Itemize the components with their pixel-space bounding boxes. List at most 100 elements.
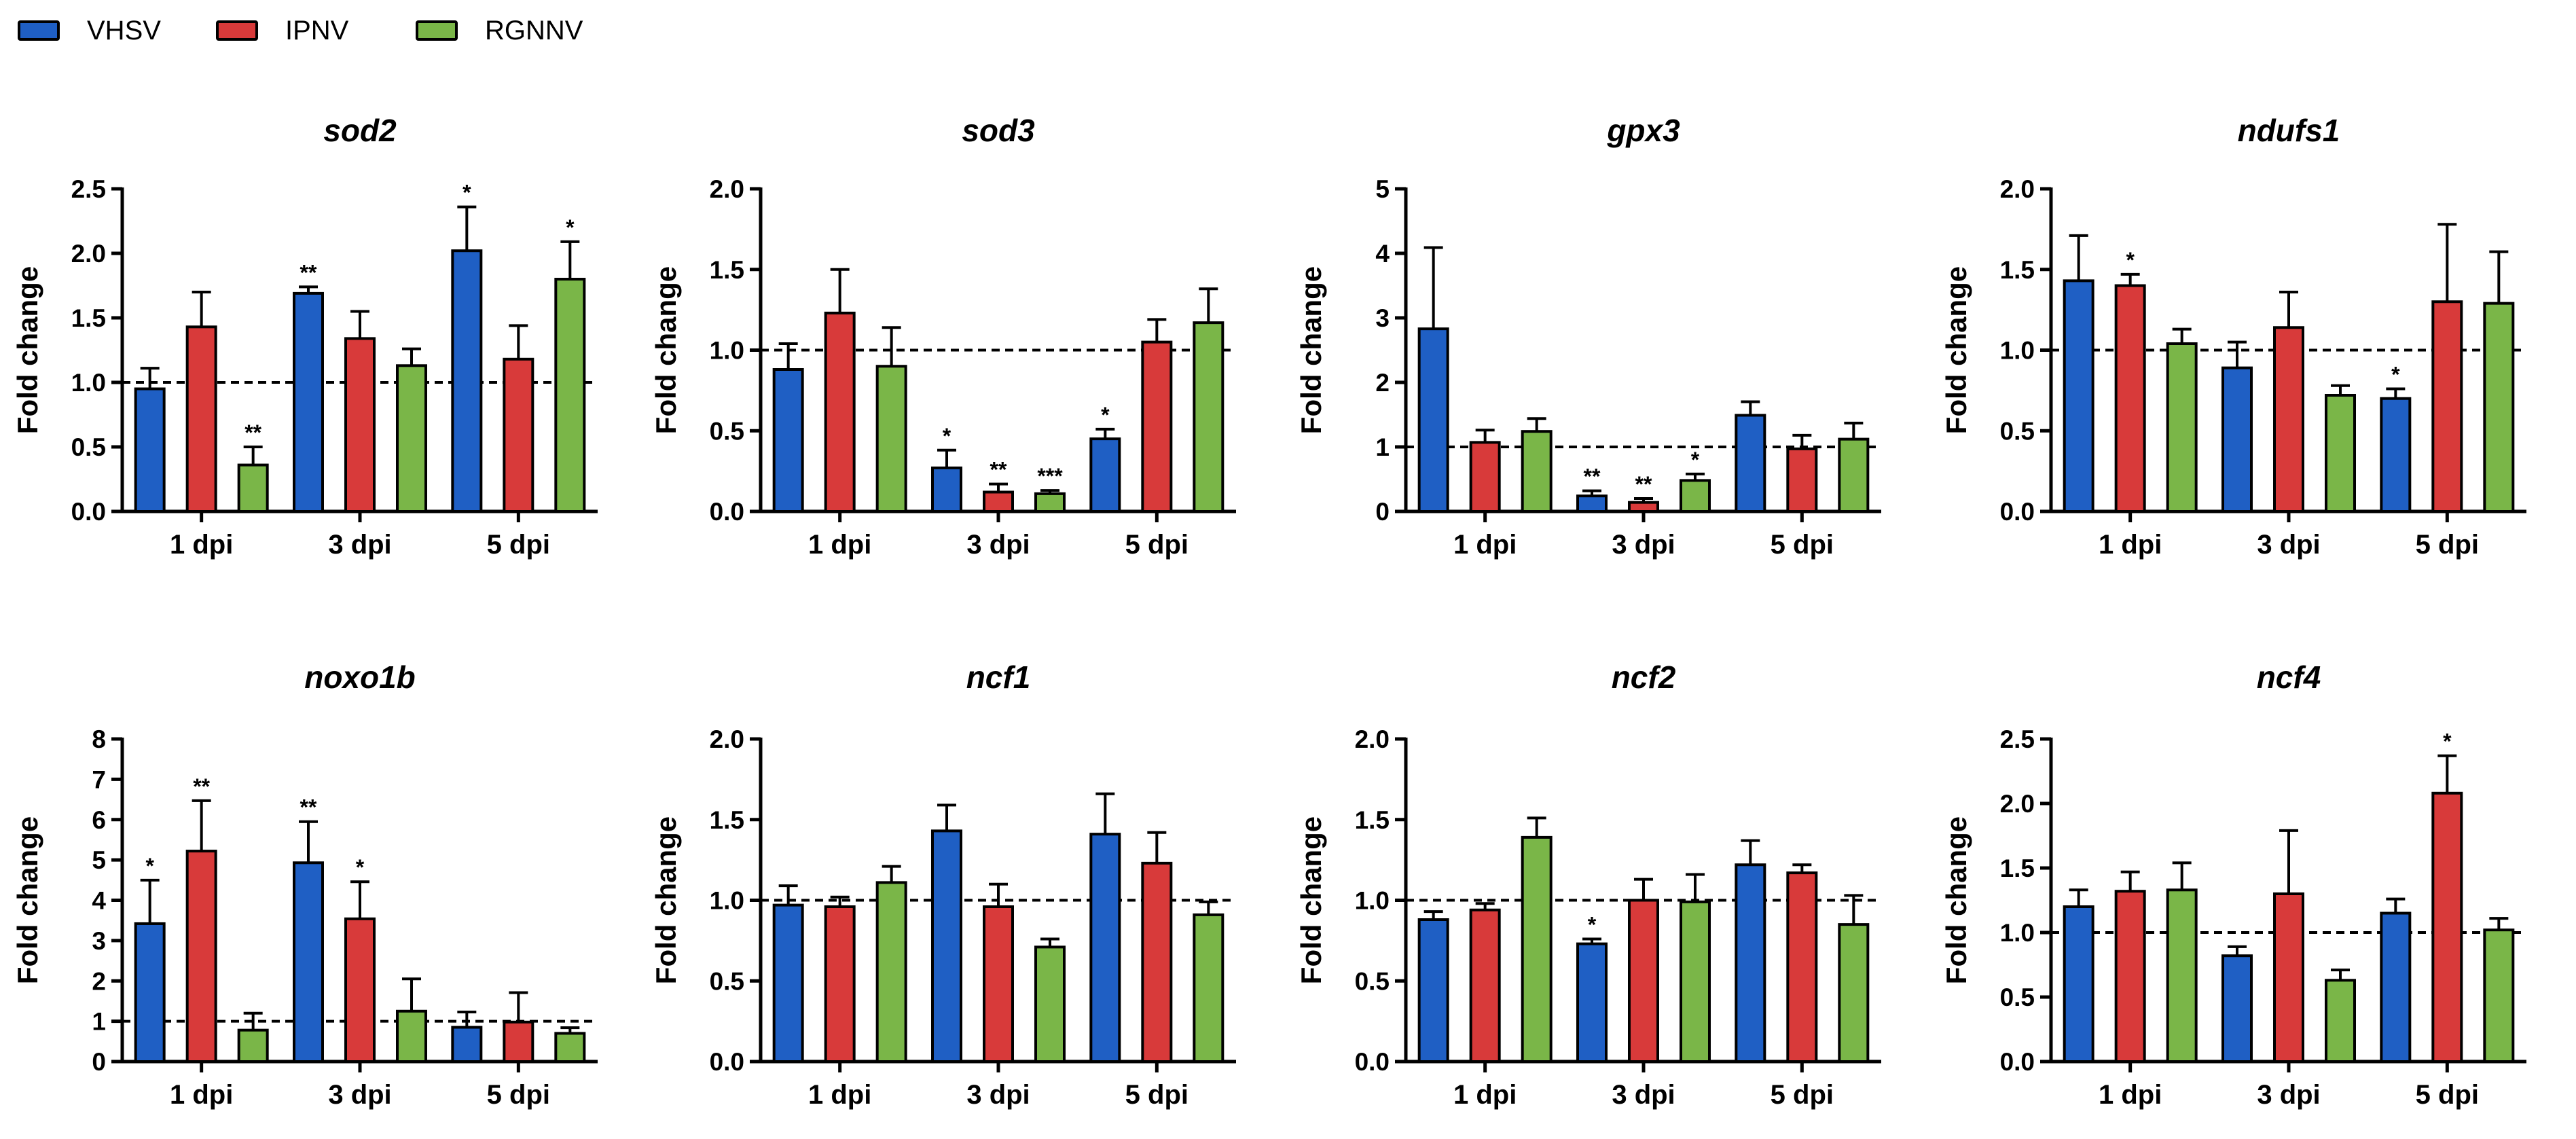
y-tick-label: 6 bbox=[92, 806, 106, 834]
bar-rgnnv bbox=[396, 364, 427, 513]
y-axis-label: Fold change bbox=[1295, 816, 1327, 984]
bar-vhsv bbox=[2380, 911, 2412, 1063]
bar-rgnnv bbox=[237, 1028, 269, 1063]
bar-ipnv bbox=[2431, 300, 2463, 513]
bar-ipnv bbox=[2273, 892, 2304, 1063]
y-tick-label: 0.0 bbox=[710, 1048, 744, 1076]
y-tick-label: 1.5 bbox=[710, 256, 744, 284]
y-tick-label: 2.0 bbox=[710, 175, 744, 203]
bar-ipnv bbox=[824, 905, 856, 1063]
bar-rgnnv bbox=[2325, 394, 2356, 513]
bar-ipnv bbox=[1786, 447, 1818, 513]
chart-title: ncf2 bbox=[1612, 659, 1676, 695]
significance-label: ** bbox=[300, 260, 317, 285]
bar-vhsv bbox=[1417, 918, 1449, 1063]
bar-vhsv bbox=[451, 1026, 483, 1063]
y-tick-label: 1.5 bbox=[2000, 256, 2035, 284]
bar-rgnnv bbox=[1838, 923, 1870, 1063]
y-axis-label: Fold change bbox=[1940, 266, 1972, 434]
bar-rgnnv bbox=[2483, 928, 2515, 1063]
y-tick-label: 2.5 bbox=[2000, 725, 2035, 753]
x-tick-label: 3 dpi bbox=[328, 530, 391, 560]
x-tick-label: 5 dpi bbox=[2416, 530, 2479, 560]
bar-ipnv bbox=[503, 1020, 534, 1063]
bar-ipnv bbox=[185, 325, 217, 513]
y-tick-label: 5 bbox=[1375, 175, 1390, 203]
bar-vhsv bbox=[2063, 905, 2094, 1063]
significance-label: * bbox=[566, 215, 575, 240]
bar-rgnnv bbox=[1521, 430, 1553, 513]
legend-label-ipnv: IPNV bbox=[285, 16, 349, 46]
y-tick-label: 5 bbox=[92, 846, 106, 874]
bar-vhsv bbox=[931, 829, 962, 1063]
bar-vhsv bbox=[134, 922, 166, 1063]
y-tick-label: 1.0 bbox=[1355, 887, 1390, 915]
bar-rgnnv bbox=[2483, 302, 2515, 513]
significance-label: * bbox=[2443, 729, 2452, 754]
chart-ncf1: ncf1 Fold change 0.0 0.5 1.0 1.5 2.0 1 dpi 3 dpi… bbox=[650, 659, 1236, 1110]
x-tick-label: 3 dpi bbox=[2257, 530, 2320, 560]
bar-rgnnv bbox=[1680, 479, 1711, 513]
x-tick-label: 3 dpi bbox=[1612, 530, 1675, 560]
bar-vhsv bbox=[772, 368, 804, 513]
y-tick-label: 0 bbox=[1375, 498, 1390, 526]
bar-rgnnv bbox=[2325, 979, 2356, 1064]
y-tick-label: 3 bbox=[1375, 304, 1390, 332]
significance-label: ** bbox=[193, 774, 210, 799]
y-tick-label: 0.5 bbox=[710, 967, 744, 995]
bar-vhsv bbox=[2221, 366, 2253, 513]
significance-label: ** bbox=[990, 458, 1007, 482]
y-tick-label: 8 bbox=[92, 725, 106, 753]
bar-rgnnv bbox=[2166, 342, 2198, 513]
legend-swatch-ipnv bbox=[216, 20, 258, 41]
bar-vhsv bbox=[2063, 279, 2094, 513]
y-axis-label: Fold change bbox=[1940, 816, 1972, 984]
bar-ipnv bbox=[1786, 871, 1818, 1063]
bar-vhsv bbox=[1417, 327, 1449, 513]
y-tick-label: 0.5 bbox=[2000, 417, 2035, 445]
y-tick-label: 0.5 bbox=[1355, 967, 1390, 995]
x-tick-label: 5 dpi bbox=[487, 1080, 550, 1110]
y-tick-label: 1.0 bbox=[71, 369, 106, 397]
x-tick-label: 1 dpi bbox=[1453, 1080, 1517, 1110]
significance-label: * bbox=[2126, 248, 2135, 272]
chart-title: gpx3 bbox=[1606, 113, 1680, 148]
x-tick-label: 1 dpi bbox=[1453, 530, 1517, 560]
y-tick-label: 1.0 bbox=[2000, 919, 2035, 947]
bar-ipnv bbox=[2273, 326, 2304, 513]
significance-label: * bbox=[356, 855, 365, 880]
y-tick-label: 1.5 bbox=[1355, 806, 1390, 834]
bar-ipnv bbox=[1469, 441, 1501, 513]
chart-title: ndufs1 bbox=[2238, 113, 2340, 148]
y-tick-label: 0.0 bbox=[710, 498, 744, 526]
bar-ipnv bbox=[185, 850, 217, 1063]
y-tick-label: 1.5 bbox=[710, 806, 744, 834]
chart-title: sod2 bbox=[323, 113, 397, 148]
bar-rgnnv bbox=[554, 278, 586, 513]
bar-vhsv bbox=[134, 387, 166, 513]
bar-rgnnv bbox=[875, 365, 907, 513]
chart-title: ncf4 bbox=[2257, 659, 2321, 695]
y-tick-label: 2.0 bbox=[2000, 790, 2035, 818]
chart-title: ncf1 bbox=[966, 659, 1031, 695]
legend-label-rgnnv: RGNNV bbox=[485, 16, 583, 46]
bar-ipnv bbox=[983, 490, 1014, 513]
y-tick-label: 0.0 bbox=[1355, 1048, 1390, 1076]
significance-label: ** bbox=[244, 420, 261, 445]
y-tick-label: 1.0 bbox=[710, 337, 744, 365]
x-tick-label: 1 dpi bbox=[808, 1080, 871, 1110]
bar-vhsv bbox=[772, 903, 804, 1063]
bar-rgnnv bbox=[1193, 913, 1224, 1063]
bar-rgnnv bbox=[1838, 437, 1870, 513]
y-axis-label: Fold change bbox=[12, 816, 43, 984]
y-axis-label: Fold change bbox=[650, 816, 682, 984]
bar-ipnv bbox=[1469, 908, 1501, 1063]
y-tick-label: 0.5 bbox=[71, 433, 106, 461]
bar-rgnnv bbox=[1521, 835, 1553, 1063]
bar-ipnv bbox=[983, 905, 1014, 1063]
y-tick-label: 0.5 bbox=[710, 417, 744, 445]
significance-label: *** bbox=[1037, 464, 1063, 488]
x-tick-label: 1 dpi bbox=[2099, 530, 2162, 560]
